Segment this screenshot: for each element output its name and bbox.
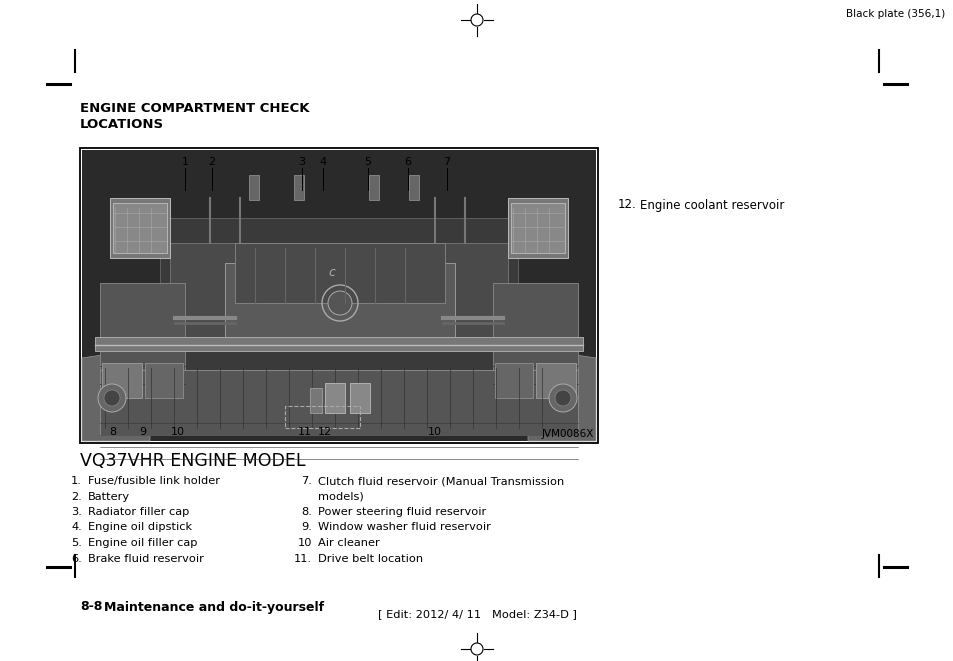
Text: Radiator filler cap: Radiator filler cap — [88, 507, 190, 517]
Bar — [100, 283, 185, 403]
Text: Engine oil dipstick: Engine oil dipstick — [88, 522, 192, 533]
Text: LOCATIONS: LOCATIONS — [80, 118, 164, 130]
Text: 5: 5 — [364, 157, 371, 167]
Bar — [294, 175, 304, 200]
Bar — [100, 370, 578, 435]
Bar — [82, 150, 596, 441]
Bar — [234, 243, 444, 303]
Text: 1.: 1. — [71, 476, 82, 486]
Circle shape — [98, 384, 126, 412]
Text: 12: 12 — [317, 427, 332, 437]
Text: Battery: Battery — [88, 492, 130, 502]
Bar — [495, 363, 533, 398]
Text: Air cleaner: Air cleaner — [317, 538, 379, 548]
Text: 7.: 7. — [301, 476, 312, 486]
Text: VQ37VHR ENGINE MODEL: VQ37VHR ENGINE MODEL — [80, 452, 305, 470]
Bar — [369, 175, 378, 200]
Circle shape — [548, 384, 577, 412]
Text: Brake fluid reservoir: Brake fluid reservoir — [88, 553, 204, 563]
Text: 9: 9 — [139, 427, 147, 437]
Text: Power steering fluid reservoir: Power steering fluid reservoir — [317, 507, 486, 517]
Bar — [225, 263, 455, 343]
Text: 4.: 4. — [71, 522, 82, 533]
Circle shape — [104, 390, 120, 406]
Text: Fuse/fusible link holder: Fuse/fusible link holder — [88, 476, 220, 486]
Polygon shape — [527, 348, 596, 441]
Bar — [80, 148, 598, 443]
Text: 11.: 11. — [294, 553, 312, 563]
Text: 12.: 12. — [618, 198, 636, 212]
Bar — [160, 218, 517, 398]
Text: ENGINE COMPARTMENT CHECK: ENGINE COMPARTMENT CHECK — [80, 102, 309, 114]
Bar — [95, 337, 582, 351]
Text: [ Edit: 2012/ 4/ 11   Model: Z34-D ]: [ Edit: 2012/ 4/ 11 Model: Z34-D ] — [377, 609, 576, 619]
Text: 3: 3 — [298, 157, 305, 167]
Text: 3.: 3. — [71, 507, 82, 517]
Text: 10: 10 — [428, 427, 441, 437]
Bar — [110, 198, 170, 258]
Text: 10: 10 — [171, 427, 185, 437]
Text: models): models) — [317, 492, 363, 502]
Bar — [145, 363, 183, 398]
Text: Black plate (356,1): Black plate (356,1) — [845, 9, 944, 19]
Text: 8: 8 — [110, 427, 116, 437]
Text: 5.: 5. — [71, 538, 82, 548]
Bar — [310, 388, 322, 413]
Bar — [536, 363, 576, 398]
Text: 2.: 2. — [71, 492, 82, 502]
Circle shape — [328, 291, 352, 315]
Text: 4: 4 — [319, 157, 326, 167]
Bar — [409, 175, 418, 200]
Bar — [285, 406, 359, 428]
Bar — [170, 243, 507, 343]
Circle shape — [555, 390, 571, 406]
Text: Window washer fluid reservoir: Window washer fluid reservoir — [317, 522, 491, 533]
Bar — [511, 203, 564, 253]
Text: Clutch fluid reservoir (Manual Transmission: Clutch fluid reservoir (Manual Transmiss… — [317, 476, 563, 486]
Text: Engine oil filler cap: Engine oil filler cap — [88, 538, 197, 548]
Text: 8.: 8. — [301, 507, 312, 517]
Text: Maintenance and do-it-yourself: Maintenance and do-it-yourself — [104, 600, 324, 613]
Text: Drive belt location: Drive belt location — [317, 553, 423, 563]
Text: 1: 1 — [181, 157, 189, 167]
Bar — [102, 363, 142, 398]
Text: 9.: 9. — [301, 522, 312, 533]
Text: 2: 2 — [208, 157, 215, 167]
Bar — [350, 383, 370, 413]
Text: 8-8: 8-8 — [80, 600, 102, 613]
Text: 10: 10 — [297, 538, 312, 548]
Text: c: c — [328, 266, 335, 280]
Polygon shape — [82, 348, 150, 441]
Bar — [493, 283, 578, 403]
Text: JVM0086X: JVM0086X — [541, 429, 594, 439]
Bar — [325, 383, 345, 413]
Text: 7: 7 — [443, 157, 450, 167]
Text: 6: 6 — [404, 157, 411, 167]
Text: 6.: 6. — [71, 553, 82, 563]
Text: 11: 11 — [297, 427, 312, 437]
Text: Engine coolant reservoir: Engine coolant reservoir — [639, 198, 783, 212]
Bar — [249, 175, 258, 200]
Bar — [507, 198, 567, 258]
Bar — [112, 203, 167, 253]
